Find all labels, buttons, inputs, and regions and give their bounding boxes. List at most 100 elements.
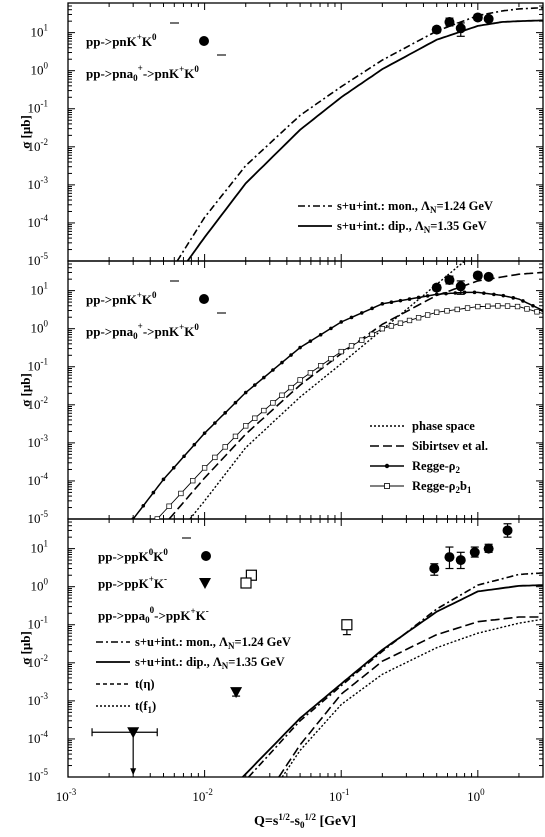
svg-text:t(f1): t(f1) [135,699,156,715]
series-point [289,353,293,357]
y-tick-label: 10-2 [28,395,49,412]
svg-text:pp->ppK+K-: pp->ppK+K- [98,574,167,591]
series-point [349,315,354,320]
bottom-legend: s+u+int.: mon., ΛN=1.24 GeV s+u+int.: di… [96,635,291,715]
data-point-circle [429,563,440,574]
series-point [270,400,276,406]
series-point [288,384,294,391]
series-point [192,442,197,447]
series-point [328,356,334,362]
top-reaction-label-1: pp->pnK+K0 [86,22,209,49]
y-tick-label: 10-3 [28,433,49,450]
y-tick-label: 10-5 [28,767,49,784]
y-tick-label: 10-2 [28,653,49,670]
bottom-reaction-label-1: pp->ppK0K0 [98,537,211,564]
series-point [154,516,160,519]
series-point [514,303,521,310]
series-line-top-0 [176,7,543,261]
y-tick-label: 10-3 [28,175,49,192]
series-point [166,503,172,509]
series-point [462,290,467,295]
series-point [318,363,324,369]
series-point [171,466,176,470]
series-point [178,490,184,497]
series-point [233,400,238,405]
y-tick-label: 10-4 [28,471,49,488]
series-line-middle-0 [189,261,467,519]
series-point [369,331,375,338]
svg-text:Regge-ρ2: Regge-ρ2 [412,459,460,475]
series-point [339,320,344,324]
svg-text:pp->pnK+K0: pp->pnK+K0 [86,290,157,307]
series-point [359,337,365,343]
series-point [222,444,228,450]
y-tick-label: 100 [31,319,49,336]
series-point [182,454,186,459]
y-tick-label: 101 [31,23,49,40]
data-point-circle [444,552,455,563]
series-point [298,345,302,350]
panel-top-markers [431,12,494,37]
series-point [243,390,248,395]
svg-text:pp->ppa00->ppK+K-: pp->ppa00->ppK+K- [98,605,209,625]
middle-reaction-label-2: pp->pna0+->pnK+K0 [86,312,226,341]
legend-t-eta: t(η) [135,677,155,691]
series-line-middle-1 [168,271,543,519]
y-tick-label: 10-3 [28,691,49,708]
data-point-circle [455,23,466,34]
series-point [262,375,266,380]
series-point [541,308,543,313]
series-point [297,377,303,383]
series-point [521,299,525,303]
top-data-marker-legend [199,36,209,46]
series-point [407,297,412,301]
x-tick-label: 100 [467,787,485,804]
series-point [389,300,394,305]
y-tick-label: 100 [31,61,49,78]
x-tick-label: 10-3 [56,787,77,804]
legend-sibirtsev: Sibirtsev et al. [412,439,488,453]
y-tick-label: 10-1 [28,615,49,632]
y-tick-label: 10-4 [28,729,49,746]
data-point-circle [469,547,480,558]
top-reaction-label-2: pp->pna0+->pnK+K0 [86,54,226,83]
y-axis-label-top: σ [μb] [18,115,33,149]
svg-text:pp->ppK0K0: pp->ppK0K0 [98,547,168,564]
series-point [271,368,275,372]
bottom-reaction-label-2: pp->ppK+K- [98,574,252,591]
series-point [416,295,421,300]
series-point [318,332,323,337]
series-point [511,296,516,300]
y-tick-label: 10-4 [28,213,49,230]
series-point [492,292,496,297]
series-point [501,293,506,298]
series-point [359,311,364,315]
series-point [424,312,431,318]
series-point [444,291,448,296]
series-point [279,392,285,398]
data-point-circle [431,24,442,35]
series-line-bottom-3 [281,618,543,777]
svg-text:Regge-ρ2b1: Regge-ρ2b1 [412,479,472,495]
series-point [370,306,374,311]
series-point [338,348,344,355]
series-point [141,503,146,508]
panel-bottom-markers [91,523,513,776]
panel-middle-plot [131,261,543,519]
series-point [213,421,217,425]
y-tick-label: 10-1 [28,99,49,116]
series-line-bottom-2 [278,616,543,777]
series-point [252,415,258,421]
y-tick-label: 100 [31,577,49,594]
bottom-square-marker-legend [240,577,252,589]
bottom-circle-marker-legend [201,551,211,561]
series-point [485,303,491,309]
series-point [348,343,355,349]
panel-bottom-frame [67,518,544,778]
top-legend: s+u+int.: mon., ΛN=1.24 GeV s+u+int.: di… [298,199,493,235]
series-point [504,303,511,309]
series-point [243,423,249,429]
bottom-triangle-marker-legend [199,578,211,589]
bottom-reaction-label-3: pp->ppa00->ppK+K- [98,605,209,625]
